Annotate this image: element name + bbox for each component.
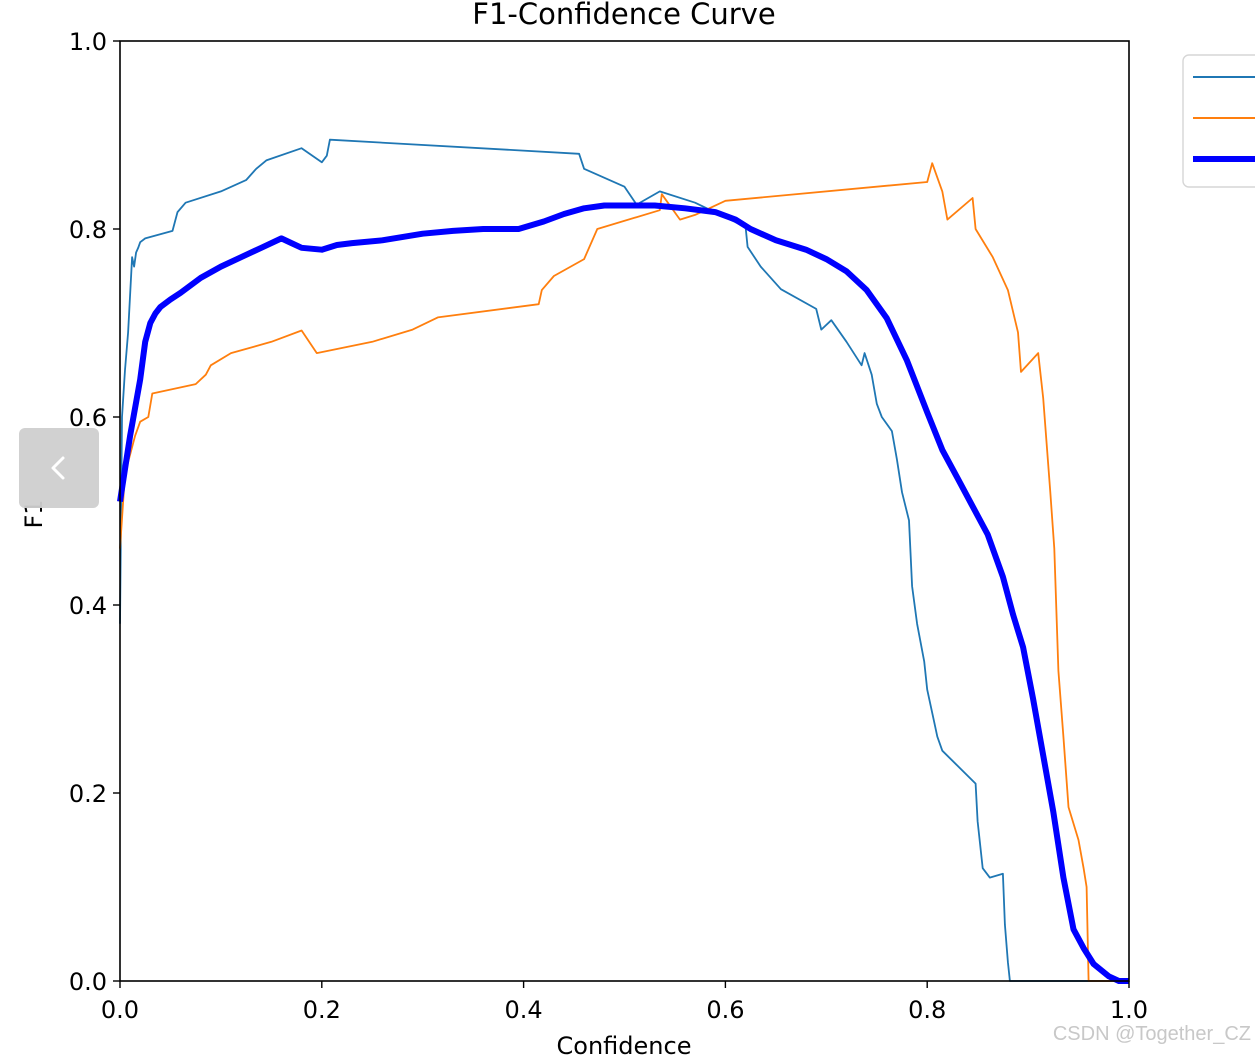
x-tick-label: 0.6 — [706, 996, 744, 1024]
axis-ticks: 0.0 0.2 0.4 0.6 0.8 1.0 0.0 0.2 0.4 0.6 0.8 1.0 — [69, 28, 1148, 1024]
x-tick-label: 0.0 — [101, 996, 139, 1024]
x-tick-label: 1.0 — [1110, 996, 1148, 1024]
plot-frame — [119, 40, 1130, 982]
x-axis-label: Confidence — [557, 1032, 692, 1056]
x-tick-label: 0.4 — [505, 996, 543, 1024]
legend-box — [1182, 54, 1255, 188]
x-tick-label: 0.8 — [908, 996, 946, 1024]
previous-image-button[interactable] — [19, 428, 99, 508]
x-tick-label: 0.2 — [303, 996, 341, 1024]
legend — [1182, 54, 1255, 188]
chart-title: F1-Confidence Curve — [472, 0, 775, 31]
series-line-1 — [119, 162, 1129, 982]
y-tick-label: 1.0 — [69, 28, 107, 56]
series-lines — [117, 138, 1129, 984]
y-tick-label: 0.0 — [69, 968, 107, 996]
series-line-0 — [119, 138, 1129, 982]
y-tick-label: 0.6 — [69, 404, 107, 432]
y-tick-label: 0.8 — [69, 216, 107, 244]
series-line-2 — [117, 202, 1129, 984]
watermark: CSDN @Together_CZ — [1052, 1023, 1251, 1045]
plot-area — [120, 41, 1129, 981]
y-tick-label: 0.2 — [69, 780, 107, 808]
chevron-left-icon — [51, 456, 65, 480]
y-tick-label: 0.4 — [69, 592, 107, 620]
